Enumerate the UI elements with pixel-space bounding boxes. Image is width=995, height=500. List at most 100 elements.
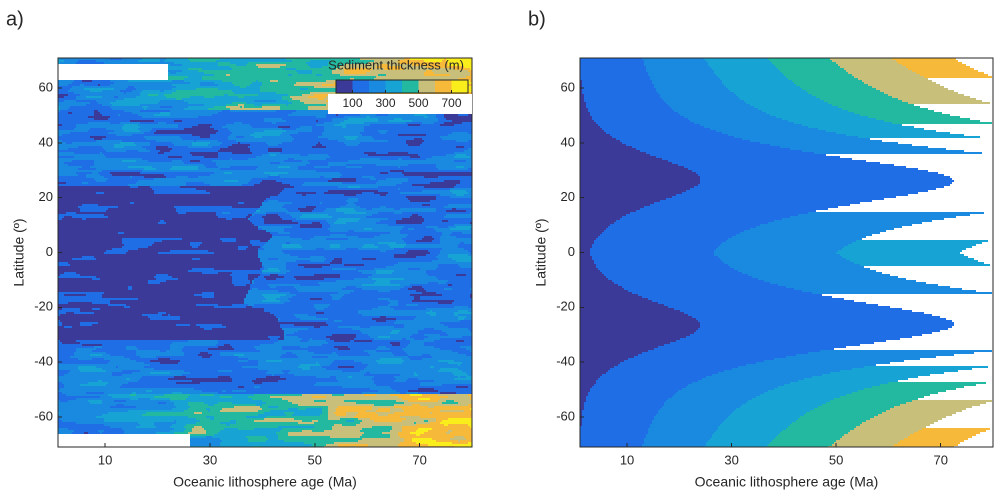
contour-cell [94,112,100,114]
contour-cell [462,336,472,338]
contour-cell [164,394,190,396]
contour-cell [278,436,330,438]
contour-cell [622,142,760,144]
contour-cell [76,126,122,128]
contour-cell [438,254,448,256]
contour-cell [98,380,102,382]
contour-cell [248,278,254,280]
contour-cell [852,74,920,76]
contour-cell [388,300,398,302]
contour-cell [162,314,168,316]
contour-cell [210,136,228,138]
contour-cell [58,262,68,264]
contour-cell [666,102,746,104]
contour-cell [826,130,936,132]
contour-cell [400,232,442,234]
contour-cell [650,78,720,80]
contour-cell [266,402,292,404]
contour-cell [58,380,98,382]
contour-cell [608,226,756,228]
contour-cell [292,414,320,416]
contour-cell [828,446,892,447]
contour-cell [130,306,214,308]
contour-cell [124,130,140,132]
contour-cell [462,232,472,234]
contour-cell [326,444,338,446]
contour-cell [582,418,654,420]
contour-cell [464,194,472,196]
contour-cell [244,298,266,300]
contour-cell [646,436,712,438]
contour-cell [660,94,736,96]
contour-cell [270,238,302,240]
contour-cell [172,276,232,278]
contour-cell [310,368,326,370]
contour-cell [416,424,444,426]
contour-cell [288,74,292,76]
contour-cell [112,396,154,398]
contour-cell [688,384,784,386]
contour-cell [658,346,846,348]
contour-cell [646,70,714,72]
contour-cell [580,314,688,316]
contour-cell [462,370,472,372]
contour-cell [434,380,472,382]
contour-cell [58,264,70,266]
contour-cell [582,422,652,424]
contour-cell [612,136,734,138]
contour-cell [786,356,936,358]
contour-cell [236,420,254,422]
contour-cell [262,204,284,206]
contour-cell [314,86,348,88]
contour-cell [734,410,810,412]
contour-cell [468,404,472,406]
contour-cell [312,128,324,130]
contour-cell [884,120,980,122]
contour-cell [586,102,666,104]
contour-cell [312,338,330,340]
contour-cell [376,272,392,274]
contour-cell [198,70,296,72]
contour-cell [650,154,826,156]
contour-cell [404,226,426,228]
contour-cell [188,416,206,418]
contour-cell [190,160,200,162]
contour-cell [308,328,352,330]
contour-cell [442,232,452,234]
contour-cell [58,332,284,334]
contour-cell [698,174,944,176]
contour-cell [590,114,680,116]
contour-cell [254,428,282,430]
contour-cell [108,304,126,306]
contour-cell [470,294,472,296]
contour-cell [308,160,348,162]
contour-cell [250,124,316,126]
contour-cell [422,394,438,396]
contour-cell [328,414,336,416]
contour-cell [206,408,210,410]
contour-cell [760,224,912,226]
contour-cell [252,222,264,224]
contour-cell [646,68,712,70]
contour-cell [580,68,646,70]
contour-cell [58,114,94,116]
contour-cell [260,246,262,248]
contour-cell [58,318,150,320]
contour-cell [312,430,324,432]
contour-cell [258,256,298,258]
contour-cell [262,106,280,108]
contour-cell [258,288,296,290]
contour-cell [200,326,226,328]
contour-cell [164,220,250,222]
contour-cell [684,116,776,118]
contour-cell [278,200,346,202]
contour-cell [62,382,88,384]
contour-cell [190,444,220,446]
contour-cell [266,372,284,374]
contour-cell [284,412,294,414]
contour-cell [400,288,408,290]
contour-cell [366,116,370,118]
contour-cell [590,254,714,256]
contour-cell [580,354,638,356]
